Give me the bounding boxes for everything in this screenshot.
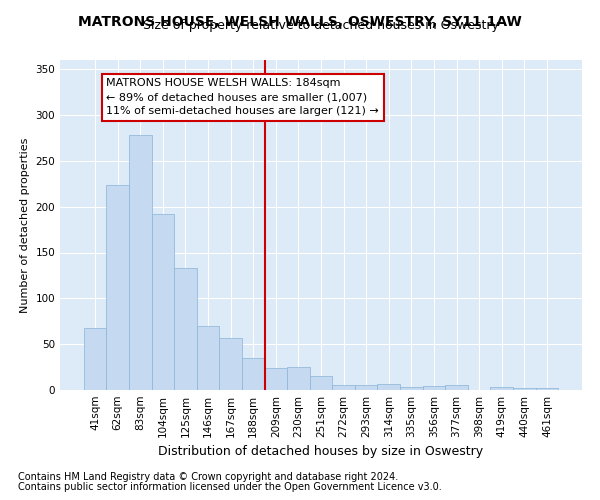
- Bar: [332, 386, 355, 390]
- Bar: [490, 387, 513, 390]
- Bar: [377, 384, 400, 390]
- Bar: [220, 338, 242, 390]
- Text: MATRONS HOUSE WELSH WALLS: 184sqm
← 89% of detached houses are smaller (1,007)
1: MATRONS HOUSE WELSH WALLS: 184sqm ← 89% …: [106, 78, 379, 116]
- Bar: [445, 386, 468, 390]
- Text: Contains HM Land Registry data © Crown copyright and database right 2024.: Contains HM Land Registry data © Crown c…: [18, 472, 398, 482]
- Text: Contains public sector information licensed under the Open Government Licence v3: Contains public sector information licen…: [18, 482, 442, 492]
- Bar: [152, 214, 174, 390]
- Bar: [129, 135, 152, 390]
- Text: MATRONS HOUSE, WELSH WALLS, OSWESTRY, SY11 1AW: MATRONS HOUSE, WELSH WALLS, OSWESTRY, SY…: [78, 15, 522, 29]
- Bar: [174, 268, 197, 390]
- Bar: [536, 388, 558, 390]
- Bar: [242, 358, 265, 390]
- Title: Size of property relative to detached houses in Oswestry: Size of property relative to detached ho…: [143, 20, 499, 32]
- Bar: [84, 328, 106, 390]
- Bar: [355, 386, 377, 390]
- Bar: [513, 388, 536, 390]
- X-axis label: Distribution of detached houses by size in Oswestry: Distribution of detached houses by size …: [158, 446, 484, 458]
- Y-axis label: Number of detached properties: Number of detached properties: [20, 138, 30, 312]
- Bar: [197, 326, 220, 390]
- Bar: [310, 376, 332, 390]
- Bar: [287, 367, 310, 390]
- Bar: [400, 387, 422, 390]
- Bar: [265, 368, 287, 390]
- Bar: [106, 184, 129, 390]
- Bar: [422, 386, 445, 390]
